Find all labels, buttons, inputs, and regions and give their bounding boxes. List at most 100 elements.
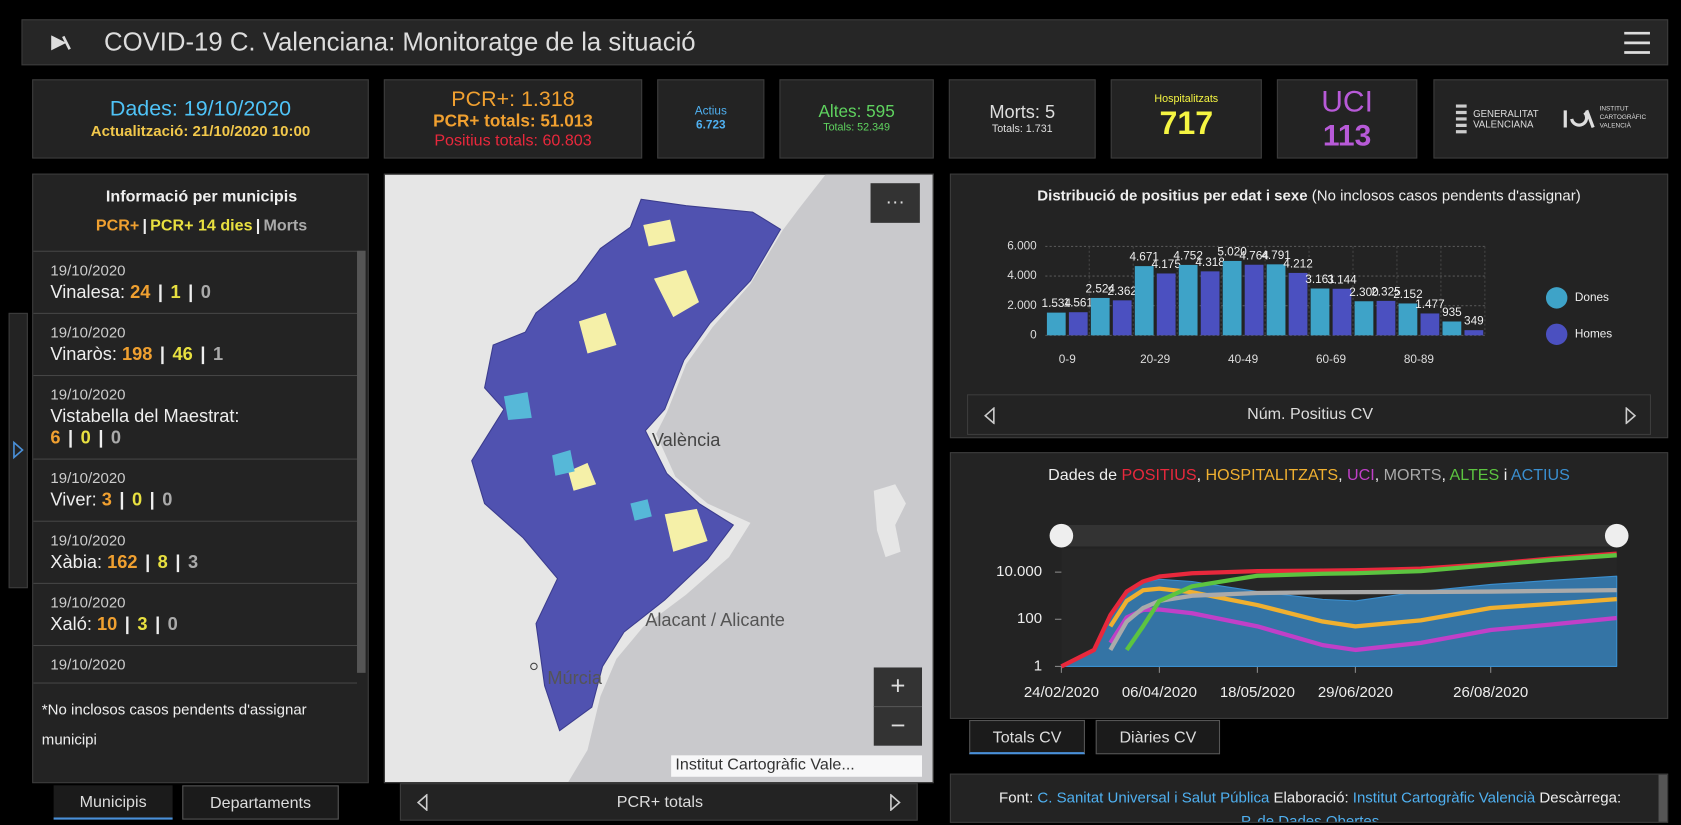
source-text: Font: C. Sanitat Universal i Salut Públi…	[994, 785, 1627, 822]
item-value: 0	[81, 427, 91, 447]
source-panel: Font: C. Sanitat Universal i Salut Públi…	[950, 774, 1668, 823]
item-date: 19/10/2020	[50, 469, 357, 486]
scrollbar[interactable]	[1659, 775, 1668, 823]
body: COVID-19 C. Valenciana: Monitoratge de l…	[0, 0, 1681, 825]
item-value: 0	[168, 614, 178, 634]
line-tabs: Totals CV Diàries CV	[969, 720, 1226, 756]
map-label: Alacant / Alicante	[645, 610, 785, 630]
separator: |	[98, 427, 103, 447]
altes: Altes: 595	[818, 103, 894, 123]
morts-card: Morts: 5 Totals: 1.731	[949, 79, 1096, 158]
item-value: 46	[173, 344, 193, 364]
bar-footer: Núm. Positius CV	[967, 394, 1651, 435]
icv-line: VALENCIÀ	[1600, 122, 1647, 131]
item-value: 0	[162, 490, 172, 510]
tab[interactable]: Totals CV	[969, 720, 1085, 754]
footnote: *No inclosos casos pendents d'assignar m…	[33, 684, 361, 755]
side-toggle[interactable]	[9, 313, 28, 588]
map-menu[interactable]: ···	[871, 183, 920, 223]
separator: |	[256, 216, 261, 234]
source-label: Elaboració:	[1274, 789, 1349, 806]
gva-logo	[1454, 104, 1469, 134]
map-footer-label: PCR+ totals	[401, 793, 919, 811]
municipis-legend: PCR+|PCR+ 14 dies|Morts	[33, 216, 369, 234]
header: COVID-19 C. Valenciana: Monitoratge de l…	[21, 19, 1668, 65]
item-value: 0	[201, 282, 211, 302]
title-series: MORTS	[1384, 466, 1442, 484]
zoom-control: + −	[874, 667, 922, 745]
source-link[interactable]: P. de Dades Obertes	[1241, 812, 1379, 823]
item-line: Vinaròs: 198|46|1	[50, 344, 281, 365]
separator: |	[125, 614, 130, 634]
municipi-item: 19/10/2020	[33, 646, 357, 683]
bar-footer-label: Núm. Positius CV	[968, 405, 1652, 423]
scrollbar[interactable]	[357, 251, 366, 673]
tab[interactable]: Departaments	[182, 785, 339, 819]
gva-line: VALENCIANA	[1473, 119, 1539, 130]
actius-value: 6.723	[696, 119, 726, 133]
item-value: 3	[102, 490, 112, 510]
item-line: Vistabella del Maestrat: 6|0|0	[50, 406, 281, 449]
item-line: Vinalesa: 24|1|0	[50, 282, 281, 303]
next-arrow[interactable]	[1624, 407, 1637, 424]
item-name: Xàbia:	[50, 552, 102, 572]
hosp-label: Hospitalitzats	[1154, 93, 1218, 105]
separator: |	[160, 344, 165, 364]
line-panel	[950, 452, 1668, 719]
item-value: 8	[158, 552, 168, 572]
separator: |	[155, 614, 160, 634]
separator: |	[145, 552, 150, 572]
page: COVID-19 C. Valenciana {"header":{"title…	[0, 0, 1681, 825]
item-value: 24	[130, 282, 150, 302]
item-date: 19/10/2020	[50, 386, 357, 403]
item-date: 19/10/2020	[50, 261, 357, 278]
separator: |	[150, 490, 155, 510]
separator: |	[200, 344, 205, 364]
hosp-value: 717	[1159, 106, 1213, 143]
dashboard: COVID-19 C. Valenciana: Monitoratge de l…	[0, 0, 1681, 825]
uci-value: 113	[1323, 119, 1371, 153]
menu-button[interactable]	[1622, 29, 1652, 57]
separator: |	[119, 490, 124, 510]
pcr-total: PCR+ totals: 51.013	[433, 112, 593, 132]
municipis-panel: Informació per municipis PCR+|PCR+ 14 di…	[32, 174, 369, 784]
next-arrow[interactable]	[889, 794, 902, 811]
legend-item: Morts	[263, 216, 307, 234]
item-name: Vistabella del Maestrat:	[50, 406, 239, 426]
separator: |	[188, 282, 193, 302]
map-footer: PCR+ totals	[400, 783, 918, 820]
zoom-in[interactable]: +	[874, 667, 922, 707]
map-label: València	[652, 430, 721, 450]
item-value: 6	[50, 427, 60, 447]
item-date: 19/10/2020	[50, 531, 357, 548]
map-attribution: Institut Cartogràfic Vale...	[671, 755, 922, 776]
bar-subtitle: (No inclosos casos pendents d'assignar)	[1312, 186, 1581, 203]
item-value: 0	[132, 490, 142, 510]
source-link[interactable]: Institut Cartogràfic Valencià	[1353, 789, 1535, 806]
zoom-out[interactable]: −	[874, 707, 922, 746]
item-date: 19/10/2020	[50, 594, 357, 611]
item-name: Xaló:	[50, 614, 92, 634]
positius-total: Positius totals: 60.803	[434, 132, 591, 150]
pcr: PCR+: 1.318	[451, 88, 574, 113]
legend-item: PCR+	[96, 216, 139, 234]
item-name: Viver:	[50, 490, 96, 510]
source-link[interactable]: C. Sanitat Universal i Salut Pública	[1037, 789, 1269, 806]
actius-label: Actius	[695, 105, 727, 119]
tab[interactable]: Municipis	[54, 785, 173, 819]
map-label: Múrcia	[547, 668, 603, 688]
actius-card: Actius 6.723	[657, 79, 764, 158]
header-icon	[50, 33, 71, 52]
tab[interactable]: Diàries CV	[1096, 720, 1220, 754]
gva-line: GENERALITAT	[1473, 108, 1539, 119]
icv-line: INSTITUT	[1600, 105, 1647, 114]
legend-item: PCR+ 14 dies	[150, 216, 252, 234]
morts-total: Totals: 1.731	[992, 123, 1053, 135]
item-value: 3	[188, 552, 198, 572]
municipis-tabs: Municipis Departaments	[54, 785, 339, 820]
